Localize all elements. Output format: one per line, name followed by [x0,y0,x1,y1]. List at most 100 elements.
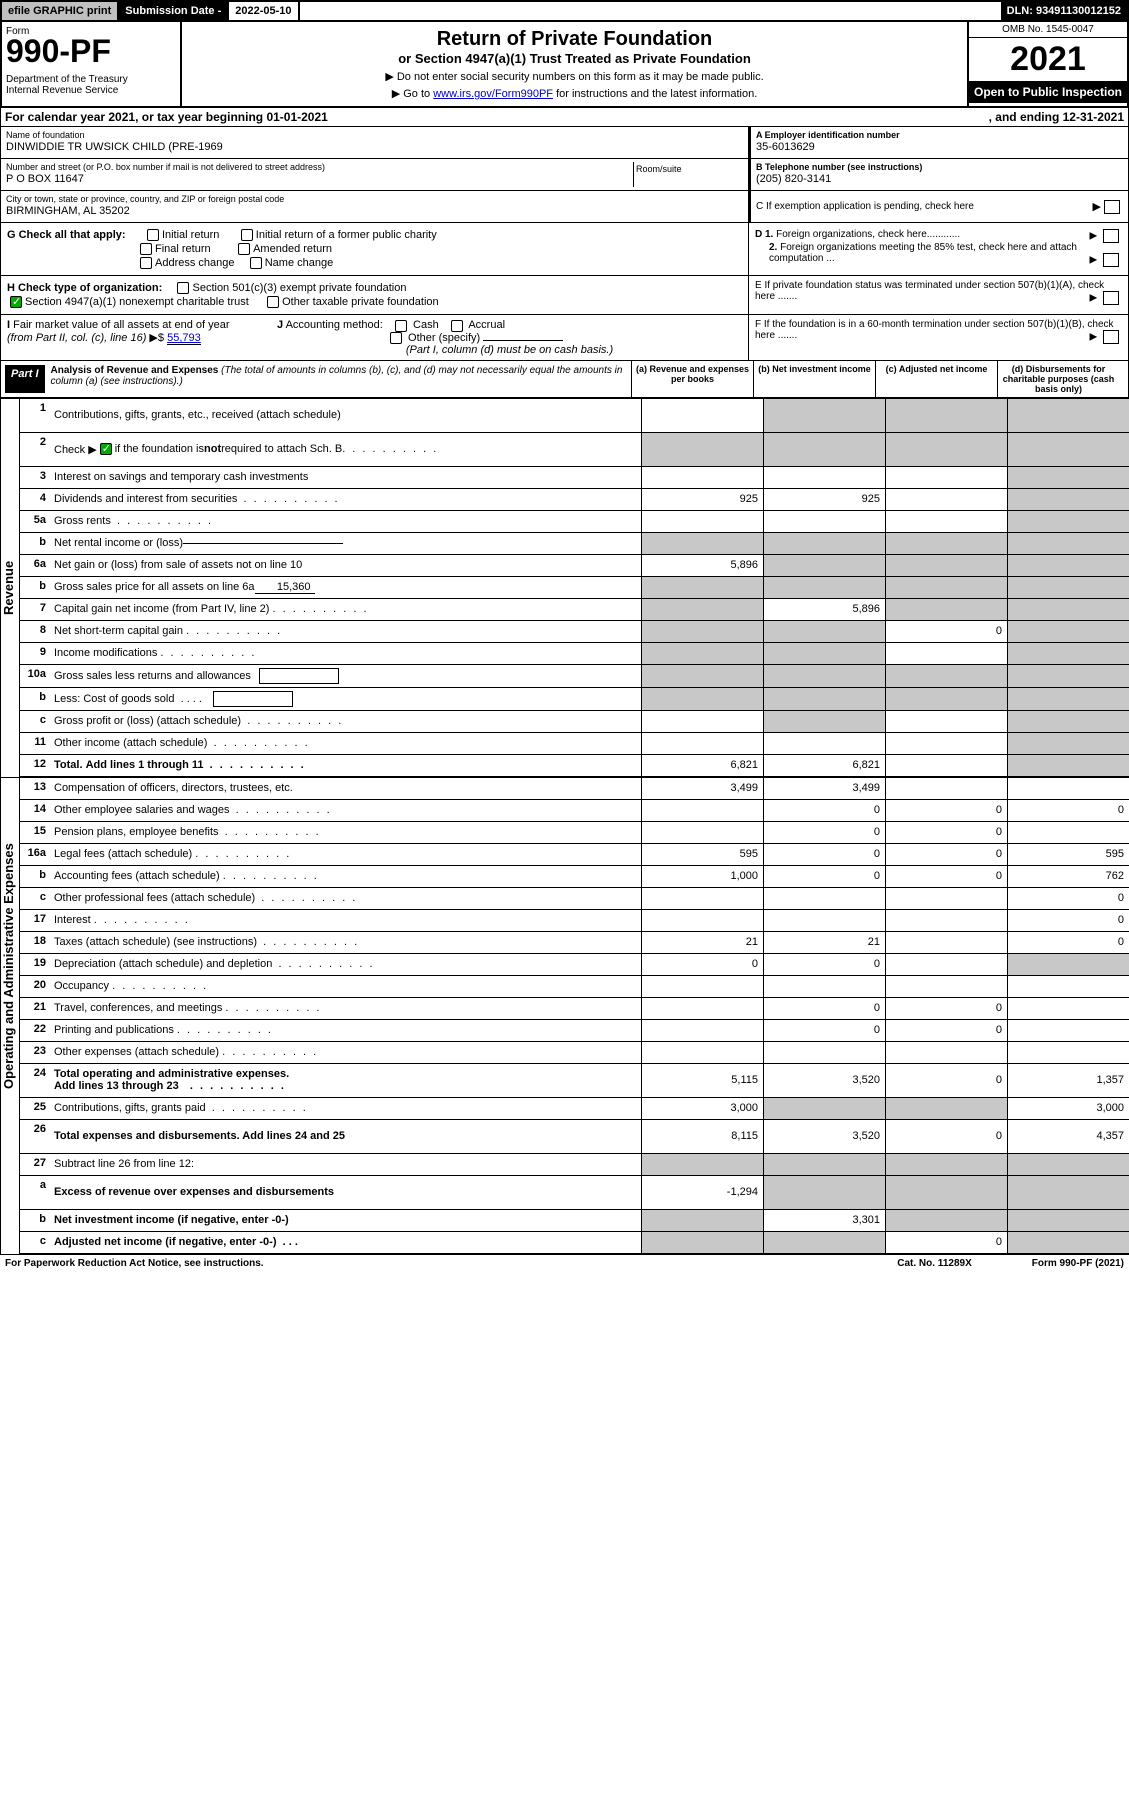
foundation-name: DINWIDDIE TR UWSICK CHILD (PRE-1969 [6,141,743,153]
ij-section: I Fair market value of all assets at end… [0,315,1129,360]
r23: Other expenses (attach schedule) [50,1042,641,1063]
h-501c3-cb[interactable] [177,282,189,294]
i-value[interactable]: 55,793 [167,332,201,345]
r9: Income modifications [50,643,641,664]
g-final-cb[interactable] [140,243,152,255]
revenue-label: Revenue [0,399,20,777]
city-label: City or town, state or province, country… [6,194,743,204]
h-other: Other taxable private foundation [282,296,439,308]
r18: Taxes (attach schedule) (see instruction… [50,932,641,953]
form-link[interactable]: www.irs.gov/Form990PF [433,88,553,100]
h-section: H Check type of organization: Section 50… [0,276,1129,315]
r27a: Excess of revenue over expenses and disb… [50,1176,641,1209]
r10c: Gross profit or (loss) (attach schedule) [50,711,641,732]
r26: Total expenses and disbursements. Add li… [50,1120,641,1153]
e-text: E If private foundation status was termi… [755,280,1104,302]
g-addr: Address change [155,257,235,269]
e-cb[interactable] [1103,291,1119,305]
r20: Occupancy [50,976,641,997]
footer-left: For Paperwork Reduction Act Notice, see … [5,1258,264,1269]
g-section: G Check all that apply: Initial return I… [0,223,1129,276]
r13: Compensation of officers, directors, tru… [50,778,641,799]
part1-label: Part I [5,365,45,393]
r2: Check ▶ if the foundation is not require… [50,433,641,466]
r21: Travel, conferences, and meetings [50,998,641,1019]
col-d: (d) Disbursements for charitable purpose… [997,361,1119,397]
r6a: Net gain or (loss) from sale of assets n… [50,555,641,576]
d2-cb[interactable] [1103,253,1119,267]
r17: Interest [50,910,641,931]
revenue-section: Revenue 1Contributions, gifts, grants, e… [0,398,1129,777]
expenses-section: Operating and Administrative Expenses 13… [0,777,1129,1154]
h-4947-cb[interactable] [10,296,22,308]
instr-1: ▶ Do not enter social security numbers o… [188,70,961,83]
g-initial-cb[interactable] [147,229,159,241]
r19: Depreciation (attach schedule) and deple… [50,954,641,975]
r1: Contributions, gifts, grants, etc., rece… [50,399,641,432]
c-label: C If exemption application is pending, c… [756,201,1093,212]
g-amended-cb[interactable] [238,243,250,255]
r12: Total. Add lines 1 through 11 [50,755,641,776]
h-other-cb[interactable] [267,296,279,308]
col-b: (b) Net investment income [753,361,875,397]
efile-btn[interactable]: efile GRAPHIC print [2,2,119,20]
r5a: Gross rents [50,511,641,532]
h-label: H Check type of organization: [7,282,162,294]
entity-block: Name of foundation DINWIDDIE TR UWSICK C… [0,127,1129,223]
tel: (205) 820-3141 [756,173,1123,185]
form-header: Form 990-PF Department of the Treasury I… [0,22,1129,108]
g-final: Final return [155,243,211,255]
addr: P O BOX 11647 [6,173,633,185]
g-initial: Initial return [162,229,219,241]
g-name-cb[interactable] [250,257,262,269]
j-accrual-cb[interactable] [451,320,463,332]
r8: Net short-term capital gain [50,621,641,642]
j-cash-cb[interactable] [395,320,407,332]
room-label: Room/suite [634,162,743,176]
calyear-row: For calendar year 2021, or tax year begi… [0,108,1129,127]
instr-2: ▶ Go to www.irs.gov/Form990PF for instru… [188,87,961,100]
dept: Department of the Treasury Internal Reve… [6,74,176,96]
g-label: G Check all that apply: [7,229,126,241]
d1-cb[interactable] [1103,229,1119,243]
c-checkbox[interactable] [1104,200,1120,214]
r16c: Other professional fees (attach schedule… [50,888,641,909]
r2-cb[interactable] [100,443,112,455]
g-name: Name change [265,257,334,269]
r27c: Adjusted net income (if negative, enter … [50,1232,641,1253]
h-501c3: Section 501(c)(3) exempt private foundat… [192,282,406,294]
r5b: Net rental income or (loss) [50,533,641,554]
form-subtitle: or Section 4947(a)(1) Trust Treated as P… [188,51,961,66]
form-title: Return of Private Foundation [188,28,961,51]
r27b: Net investment income (if negative, ente… [50,1210,641,1231]
topbar: efile GRAPHIC print Submission Date - 20… [0,0,1129,22]
r16b: Accounting fees (attach schedule) [50,866,641,887]
f-text: F If the foundation is in a 60-month ter… [755,319,1114,341]
h-4947: Section 4947(a)(1) nonexempt charitable … [25,296,249,308]
r4: Dividends and interest from securities [50,489,641,510]
footer: For Paperwork Reduction Act Notice, see … [0,1254,1129,1272]
calyear-begin: For calendar year 2021, or tax year begi… [1,108,985,126]
footer-right: Form 990-PF (2021) [1032,1258,1124,1269]
j-note: (Part I, column (d) must be on cash basi… [277,344,742,356]
omb: OMB No. 1545-0047 [969,22,1127,38]
tax-year: 2021 [969,38,1127,81]
city: BIRMINGHAM, AL 35202 [6,205,743,217]
f-cb[interactable] [1103,330,1119,344]
col-a: (a) Revenue and expenses per books [631,361,753,397]
r11: Other income (attach schedule) [50,733,641,754]
r10b: Less: Cost of goods sold . . . . [50,688,641,710]
r25: Contributions, gifts, grants paid [50,1098,641,1119]
part1-title: Analysis of Revenue and Expenses [51,365,219,376]
r27: Subtract line 26 from line 12: [50,1154,641,1175]
g-addr-cb[interactable] [140,257,152,269]
r24: Total operating and administrative expen… [50,1064,641,1097]
r22: Printing and publications [50,1020,641,1041]
dln: DLN: 93491130012152 [1001,2,1127,20]
tel-label: B Telephone number (see instructions) [756,162,1123,172]
r16a: Legal fees (attach schedule) [50,844,641,865]
g-initial-former-cb[interactable] [241,229,253,241]
j-other-cb[interactable] [390,332,402,344]
addr-label: Number and street (or P.O. box number if… [6,162,633,172]
subdate-val: 2022-05-10 [229,2,299,20]
